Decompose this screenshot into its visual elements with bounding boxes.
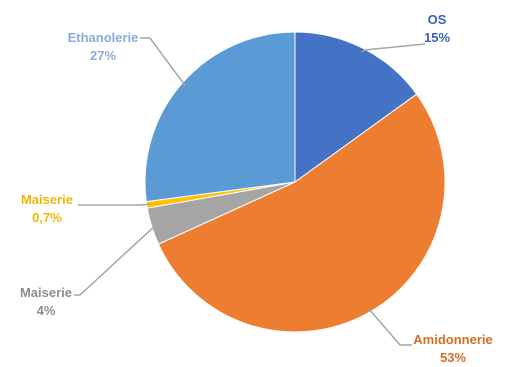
leader-line-0 <box>361 43 426 53</box>
label-ethanolerie-name: Ethanolerie <box>68 30 139 45</box>
pie-slice-0 <box>294 31 418 183</box>
label-os-name: OS <box>428 12 447 27</box>
leader-line-2 <box>74 224 157 296</box>
leader-lines <box>74 37 426 346</box>
label-maiserie-yellow-value: 0,7% <box>32 210 62 225</box>
label-ethanolerie-value: 27% <box>90 48 116 63</box>
pie-slice-4 <box>144 31 296 203</box>
label-amidonnerie-name: Amidonnerie <box>413 332 492 347</box>
label-maiserie-gray-name: Maiserie <box>20 285 72 300</box>
label-maiserie-gray-value: 4% <box>37 303 56 318</box>
data-labels: OS 15% Amidonnerie 53% Maiserie 4% Maise… <box>20 12 493 365</box>
pie-slices <box>144 31 446 333</box>
label-os-value: 15% <box>424 30 450 45</box>
leader-line-3 <box>78 203 151 206</box>
leader-line-1 <box>367 307 412 346</box>
label-amidonnerie-value: 53% <box>440 350 466 365</box>
leader-line-4 <box>140 37 186 87</box>
label-maiserie-yellow-name: Maiserie <box>21 192 73 207</box>
